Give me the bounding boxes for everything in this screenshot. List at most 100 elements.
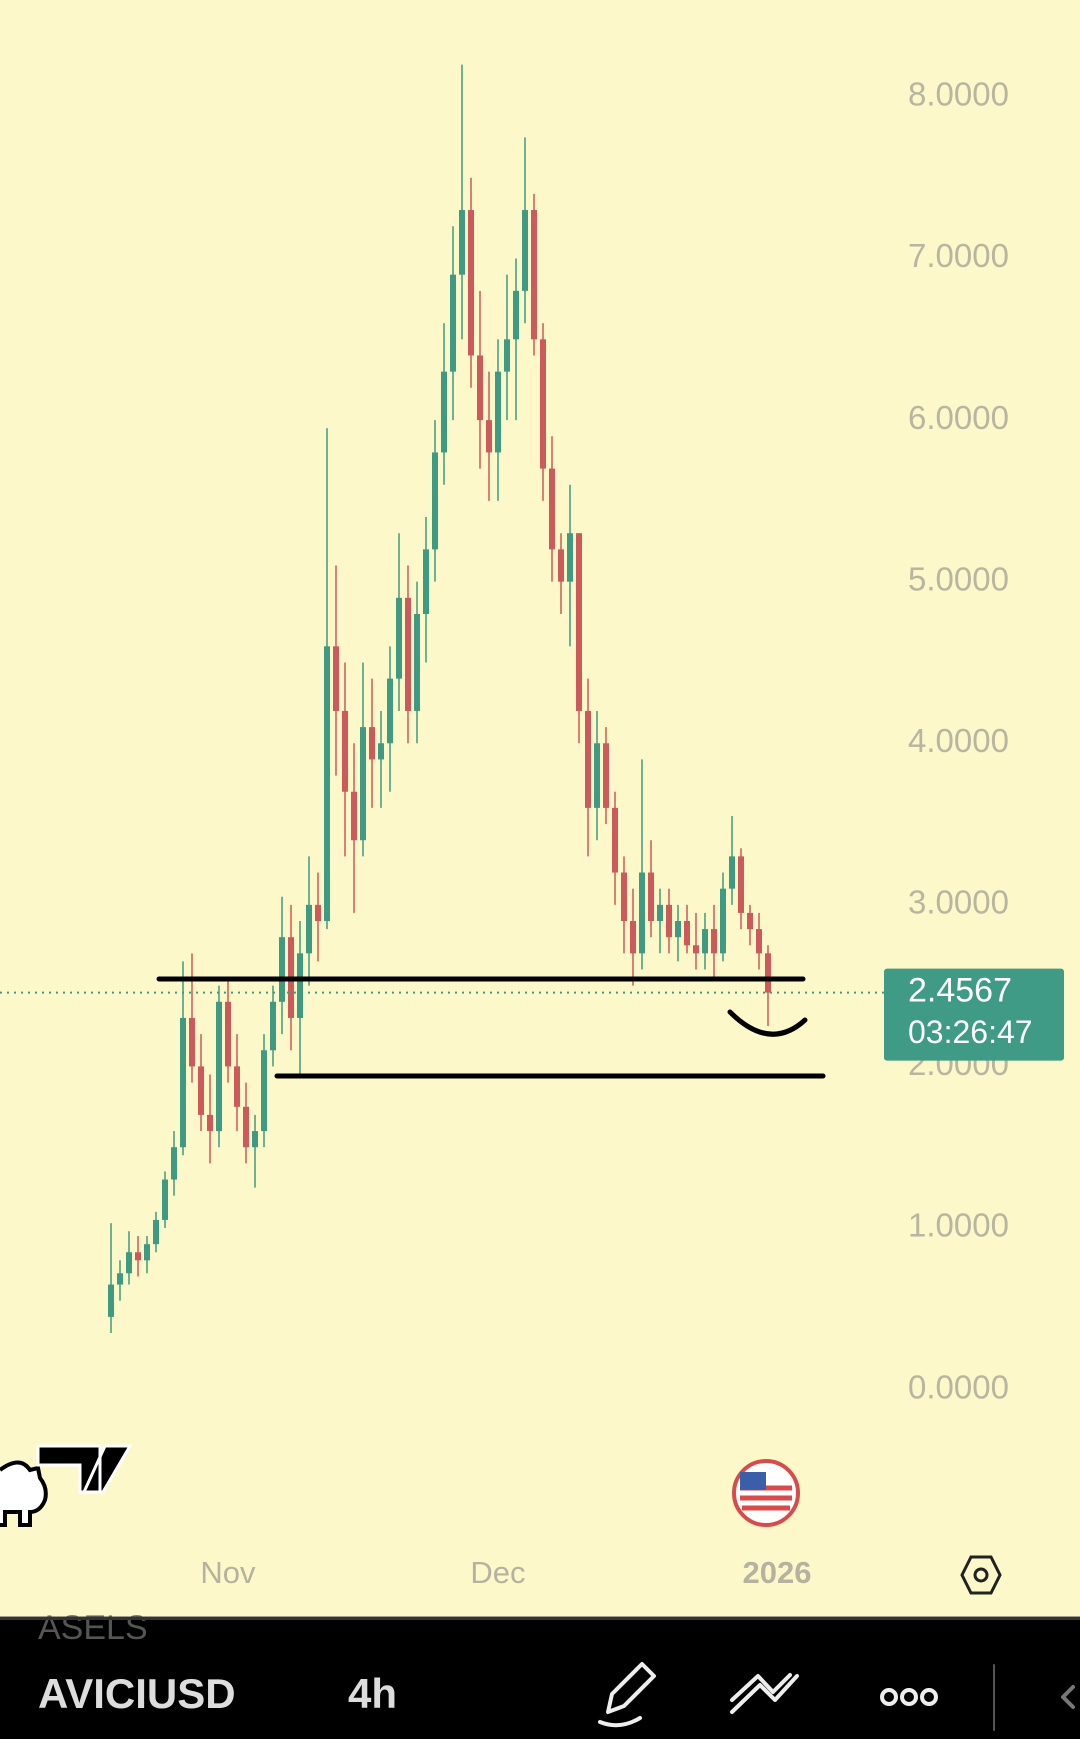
candle-body bbox=[567, 533, 573, 582]
candle-body bbox=[153, 1219, 159, 1245]
symbol[interactable]: AVICIUSD bbox=[38, 1670, 236, 1717]
candle-body bbox=[414, 614, 420, 711]
time-axis: Nov Dec 2026 bbox=[200, 1555, 811, 1590]
y-tick-label: 4.0000 bbox=[908, 722, 1009, 759]
flag-ring bbox=[732, 1459, 800, 1527]
mascot bbox=[0, 1460, 48, 1527]
candle-body bbox=[477, 355, 483, 421]
candle-body bbox=[576, 533, 582, 711]
candle-body bbox=[765, 953, 771, 993]
collapse-icon[interactable] bbox=[1061, 1685, 1075, 1709]
candle-body bbox=[135, 1252, 141, 1261]
candle-body bbox=[387, 678, 393, 744]
candle-body bbox=[531, 210, 537, 340]
y-tick-label: 1.0000 bbox=[908, 1207, 1009, 1244]
candle-body bbox=[459, 210, 465, 275]
candle-body bbox=[603, 743, 609, 808]
candle-body bbox=[594, 743, 600, 808]
candle-body bbox=[162, 1179, 168, 1220]
candle-body bbox=[234, 1066, 240, 1107]
candle-body bbox=[360, 727, 366, 841]
candle-body bbox=[513, 290, 519, 340]
candle-body bbox=[378, 743, 384, 760]
candle-body bbox=[225, 1001, 231, 1067]
candle-body bbox=[756, 929, 762, 954]
candle-body bbox=[189, 1017, 195, 1067]
candle-body bbox=[666, 904, 672, 938]
candle-body bbox=[549, 468, 555, 550]
candle-body bbox=[270, 1001, 276, 1051]
candle-body bbox=[180, 1017, 186, 1148]
indicator-icon[interactable] bbox=[730, 1673, 799, 1714]
candle-body bbox=[648, 872, 654, 921]
settings-icon[interactable] bbox=[960, 1555, 1002, 1595]
candle-body bbox=[252, 1131, 258, 1148]
candle-body bbox=[468, 210, 474, 356]
candle-body bbox=[738, 856, 744, 913]
price-tag: 2.4567 03:26:47 bbox=[0, 968, 1064, 1061]
toolbar-border bbox=[0, 1617, 1080, 1620]
candle-body bbox=[657, 904, 663, 921]
candle-body bbox=[297, 953, 303, 1018]
candle-body bbox=[702, 929, 708, 954]
candle-body bbox=[243, 1106, 249, 1148]
x-tick-label: Nov bbox=[200, 1555, 256, 1590]
x-tick-label: Dec bbox=[470, 1555, 525, 1590]
more-icon[interactable] bbox=[880, 1688, 898, 1706]
candle-body bbox=[396, 597, 402, 679]
x-tick-label: 2026 bbox=[743, 1555, 812, 1590]
candle-body bbox=[333, 646, 339, 711]
more-icon bbox=[920, 1688, 938, 1706]
candle-body bbox=[432, 452, 438, 550]
candle-body bbox=[369, 727, 375, 760]
candle-body bbox=[315, 904, 321, 921]
candle-body bbox=[108, 1284, 114, 1317]
price-tag-countdown: 03:26:47 bbox=[908, 1014, 1033, 1050]
plot bbox=[108, 64, 771, 1334]
y-tick-label: 5.0000 bbox=[908, 560, 1009, 597]
settings-icon-center bbox=[973, 1567, 989, 1583]
candle-body bbox=[126, 1252, 132, 1274]
candle-body bbox=[207, 1114, 213, 1132]
candle-body bbox=[495, 371, 501, 453]
candle-body bbox=[117, 1273, 123, 1285]
candle-body bbox=[306, 904, 312, 954]
candle-body bbox=[216, 1001, 222, 1132]
watchlist-peek: ASELS bbox=[38, 1609, 148, 1647]
candle-body bbox=[450, 274, 456, 372]
more-icon bbox=[900, 1688, 918, 1706]
y-tick-label: 0.0000 bbox=[908, 1368, 1009, 1405]
flag-icon bbox=[732, 1459, 800, 1527]
candle-body bbox=[423, 549, 429, 614]
candle-body bbox=[621, 872, 627, 921]
candle-body bbox=[261, 1050, 267, 1132]
candle-body bbox=[486, 420, 492, 453]
price-tag-value: 2.4567 bbox=[908, 972, 1012, 1010]
interval[interactable]: 4h bbox=[348, 1670, 397, 1717]
y-tick-label: 7.0000 bbox=[908, 237, 1009, 274]
candle-body bbox=[342, 710, 348, 792]
toolbar bbox=[0, 1617, 1080, 1739]
candle-body bbox=[198, 1066, 204, 1115]
candle-body bbox=[612, 807, 618, 873]
draw-tool-icon[interactable] bbox=[598, 1662, 656, 1728]
candle-body bbox=[630, 921, 636, 954]
candle-body bbox=[540, 339, 546, 469]
candle-body bbox=[639, 872, 645, 954]
candle-body bbox=[405, 597, 411, 711]
candle-body bbox=[441, 371, 447, 453]
logo bbox=[36, 1444, 133, 1494]
candle-body bbox=[585, 710, 591, 808]
candle-body bbox=[711, 929, 717, 954]
candle-body bbox=[171, 1147, 177, 1180]
candle-body bbox=[720, 888, 726, 954]
candle-body bbox=[522, 210, 528, 291]
y-tick-label: 6.0000 bbox=[908, 399, 1009, 436]
flag-canton bbox=[740, 1472, 766, 1490]
candle-body bbox=[558, 549, 564, 582]
candle-body bbox=[144, 1244, 150, 1261]
price-tag-box bbox=[884, 968, 1064, 1061]
y-tick-label: 8.0000 bbox=[908, 76, 1009, 113]
